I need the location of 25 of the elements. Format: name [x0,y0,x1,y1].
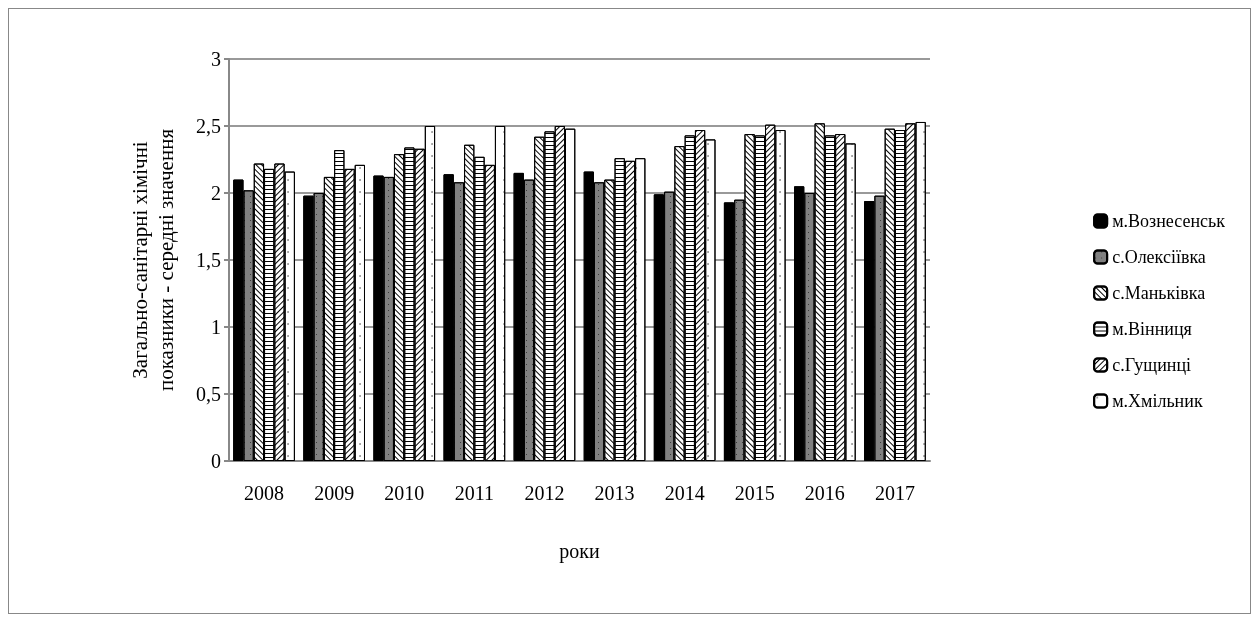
y-tick-label: 0 [211,450,221,472]
y-tick-label: 3 [211,48,221,70]
x-tick-label: 2008 [244,482,285,504]
x-axis-title: роки [559,540,601,563]
y-tick-label: 2 [211,182,221,204]
x-tick-label: 2011 [454,482,494,504]
y-tick-label: 0,5 [196,383,221,405]
x-tick-label: 2014 [664,482,705,504]
legend-label: м.Хмільник [1112,391,1203,411]
x-tick-label: 2016 [804,482,845,504]
x-tick-label: 2013 [594,482,635,504]
x-tick-label: 2010 [384,482,425,504]
legend-label: с.Олексіївка [1112,247,1206,267]
legend-label: с.Маньківка [1112,283,1206,303]
legend-label: м.Вознесенськ [1112,211,1226,231]
x-tick-label: 2015 [734,482,775,504]
y-axis-title: Загально-санітарні хімічні показники - середні значення [128,128,178,392]
x-tick-label: 2009 [314,482,355,504]
x-tick-label: 2017 [874,482,915,504]
y-tick-label: 2,5 [196,115,221,137]
x-tick-label: 2012 [524,482,565,504]
y-tick-label: 1,5 [196,249,221,271]
y-tick-label: 1 [211,316,221,338]
legend-label: с.Гущинці [1112,355,1192,375]
legend-label: м.Вінниця [1112,319,1192,339]
